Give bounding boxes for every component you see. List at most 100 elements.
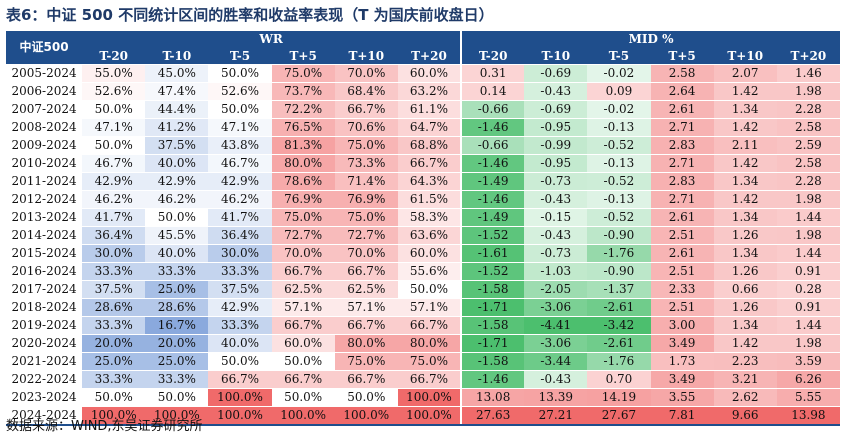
wr-cell: 33.3%: [208, 316, 272, 335]
wr-cell: 40.0%: [145, 244, 209, 263]
wr-cell: 70.0%: [271, 244, 335, 263]
wr-cell: 66.7%: [334, 370, 398, 389]
mid-cell: -0.73: [524, 172, 588, 191]
table-row: 2013-2024 41.7% 50.0% 41.7% 75.0% 75.0% 58.3% -…: [6, 208, 840, 227]
mid-cell: -1.37: [587, 280, 651, 299]
wr-cell: 46.2%: [208, 190, 272, 209]
mid-cell: 5.55: [776, 388, 840, 407]
wr-cell: 50.0%: [208, 100, 272, 119]
row-period: 2019-2024: [6, 316, 83, 335]
wr-cell: 63.6%: [397, 226, 462, 245]
mid-cell: 13.39: [524, 388, 588, 407]
wr-cell: 62.5%: [271, 280, 335, 299]
mid-cell: -0.13: [587, 190, 651, 209]
row-period: 2016-2024: [6, 262, 83, 281]
mid-cell: -1.76: [587, 352, 651, 371]
table-row: 2017-2024 37.5% 25.0% 37.5% 62.5% 62.5% 50.0% -…: [6, 280, 840, 299]
wr-cell: 25.0%: [145, 352, 209, 371]
source-note: 数据来源：WIND,东吴证券研究所: [6, 419, 203, 434]
mid-cell: -3.42: [587, 316, 651, 335]
table-row: 2020-2024 20.0% 20.0% 40.0% 60.0% 80.0% 80.0% -…: [6, 334, 840, 353]
mid-cell: -3.06: [524, 298, 588, 317]
wr-cell: 44.4%: [145, 100, 209, 119]
mid-cell: 0.31: [460, 64, 525, 83]
wr-cell: 47.1%: [82, 118, 146, 137]
mid-cell: 9.66: [713, 406, 777, 426]
mid-cell: -0.69: [524, 100, 588, 119]
mid-cell: 1.42: [713, 118, 777, 137]
mid-cell: -0.95: [524, 118, 588, 137]
mid-cell: -0.15: [524, 208, 588, 227]
wr-cell: 62.5%: [334, 280, 398, 299]
mid-cell: -1.49: [460, 172, 525, 191]
mid-cell: 1.34: [713, 244, 777, 263]
mid-cell: 2.59: [776, 136, 840, 155]
mid-cell: 1.44: [776, 244, 840, 263]
table-row: 2014-2024 36.4% 45.5% 36.4% 72.7% 72.7% 63.6% -…: [6, 226, 840, 245]
mid-cell: 2.61: [650, 100, 714, 119]
col-header-wr-3: T+5: [271, 48, 335, 65]
mid-cell: 2.58: [776, 154, 840, 173]
row-period: 2012-2024: [6, 190, 83, 209]
mid-cell: -0.43: [524, 226, 588, 245]
wr-cell: 41.7%: [208, 208, 272, 227]
mid-cell: -1.76: [587, 244, 651, 263]
table-row: 2023-2024 50.0% 50.0% 100.0% 50.0% 50.0% 100.0…: [6, 388, 840, 407]
mid-cell: -0.73: [524, 244, 588, 263]
mid-cell: -1.58: [460, 352, 525, 371]
mid-cell: 3.21: [713, 370, 777, 389]
wr-cell: 81.3%: [271, 136, 335, 155]
mid-cell: -0.95: [524, 154, 588, 173]
mid-cell: 0.66: [713, 280, 777, 299]
wr-cell: 72.7%: [271, 226, 335, 245]
wr-cell: 58.3%: [397, 208, 462, 227]
wr-cell: 76.5%: [271, 118, 335, 137]
wr-cell: 71.4%: [334, 172, 398, 191]
row-period: 2017-2024: [6, 280, 83, 299]
row-period: 2009-2024: [6, 136, 83, 155]
table-row: 2007-2024 50.0% 44.4% 50.0% 72.2% 66.7% 61.1% -…: [6, 100, 840, 119]
wr-cell: 70.0%: [334, 64, 398, 83]
mid-cell: -1.71: [460, 334, 525, 353]
wr-cell: 75.0%: [334, 352, 398, 371]
wr-cell: 61.1%: [397, 100, 462, 119]
col-header-mid-5: T+20: [776, 48, 840, 65]
mid-cell: -0.43: [524, 190, 588, 209]
wr-cell: 16.7%: [145, 316, 209, 335]
group-header-wr: WR: [82, 31, 462, 48]
col-header-mid-3: T+5: [650, 48, 714, 65]
wr-cell: 75.0%: [397, 352, 462, 371]
col-header-mid-2: T-5: [587, 48, 651, 65]
mid-cell: 1.26: [713, 298, 777, 317]
mid-cell: 0.09: [587, 82, 651, 101]
wr-cell: 57.1%: [334, 298, 398, 317]
row-period: 2007-2024: [6, 100, 83, 119]
wr-cell: 25.0%: [82, 352, 146, 371]
mid-cell: 7.81: [650, 406, 714, 426]
wr-cell: 50.0%: [208, 352, 272, 371]
wr-cell: 50.0%: [397, 280, 462, 299]
mid-cell: 6.26: [776, 370, 840, 389]
mid-cell: 2.11: [713, 136, 777, 155]
mid-cell: 3.59: [776, 352, 840, 371]
wr-cell: 61.5%: [397, 190, 462, 209]
mid-cell: 2.64: [650, 82, 714, 101]
wr-cell: 50.0%: [82, 388, 146, 407]
wr-cell: 33.3%: [145, 262, 209, 281]
mid-cell: 27.63: [460, 406, 525, 426]
row-period: 2006-2024: [6, 82, 83, 101]
row-period: 2013-2024: [6, 208, 83, 227]
mid-cell: 27.67: [587, 406, 651, 426]
col-header-wr-0: T-20: [82, 48, 146, 65]
mid-cell: -2.61: [587, 298, 651, 317]
wr-cell: 52.6%: [208, 82, 272, 101]
corner-label: 中证500: [6, 31, 83, 65]
table-row: 2016-2024 33.3% 33.3% 33.3% 66.7% 66.7% 55.6% -…: [6, 262, 840, 281]
mid-cell: -1.58: [460, 316, 525, 335]
mid-cell: -1.61: [460, 244, 525, 263]
wr-cell: 40.0%: [208, 334, 272, 353]
mid-cell: 2.58: [650, 64, 714, 83]
table-row: 2015-2024 30.0% 40.0% 30.0% 70.0% 70.0% 60.0% -…: [6, 244, 840, 263]
mid-cell: -0.90: [587, 262, 651, 281]
mid-cell: 2.33: [650, 280, 714, 299]
